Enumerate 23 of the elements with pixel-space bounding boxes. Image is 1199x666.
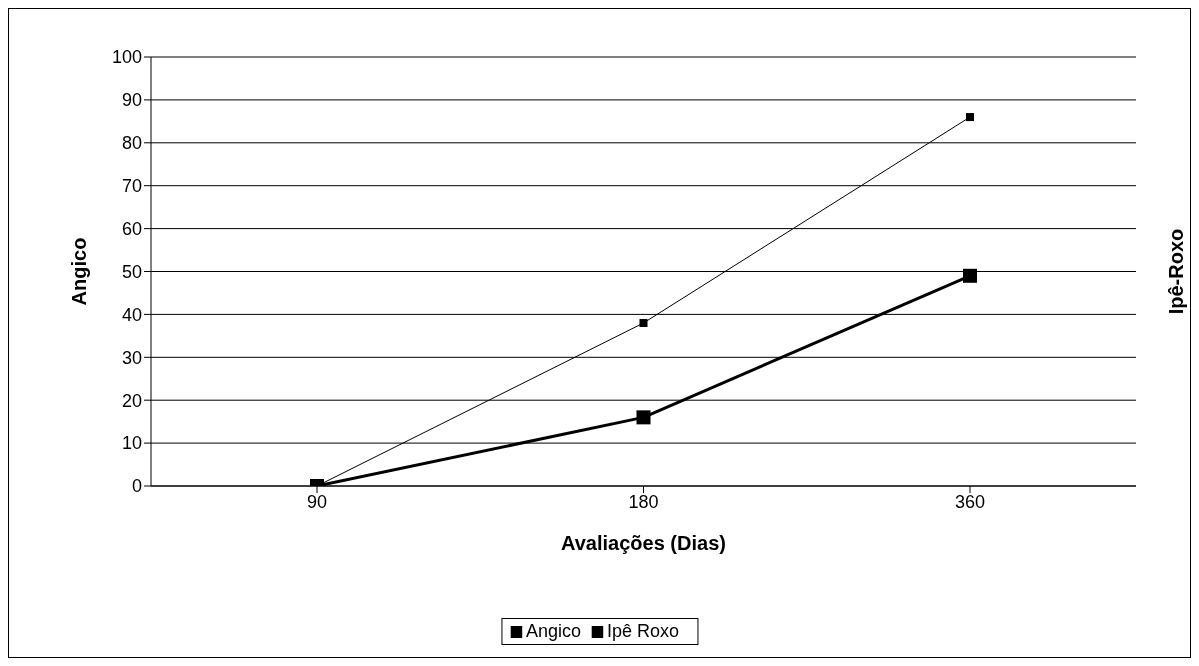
y2-axis-title: Ipê-Roxo (1165, 228, 1188, 315)
legend-label: Angico (525, 621, 581, 641)
y-axis-title: Angico (68, 237, 91, 306)
legend-label: Ipê Roxo (607, 621, 680, 641)
point (966, 113, 974, 122)
point (639, 318, 648, 327)
x-tick-label: 360 (954, 491, 986, 512)
y-tick-label: 50 (121, 261, 142, 282)
y-tick-label: 90 (121, 90, 142, 111)
y-tick-label: 80 (121, 133, 142, 154)
x-axis-title: Avaliações (Dias) (561, 532, 726, 554)
y-tick-label: 0 (131, 476, 142, 497)
point (636, 410, 651, 425)
x-tick-label: 180 (628, 491, 659, 512)
y-tick-label: 70 (121, 176, 142, 197)
y-tick-label: 40 (121, 304, 142, 325)
y-tick-label: 30 (121, 347, 142, 368)
y-tick-label: 20 (121, 390, 142, 411)
y-tick-label: 100 (111, 47, 142, 68)
point (963, 268, 977, 283)
x-tick-label: 90 (306, 491, 328, 512)
y-tick-label: 10 (121, 433, 142, 454)
y-tick-label: 60 (121, 218, 142, 239)
